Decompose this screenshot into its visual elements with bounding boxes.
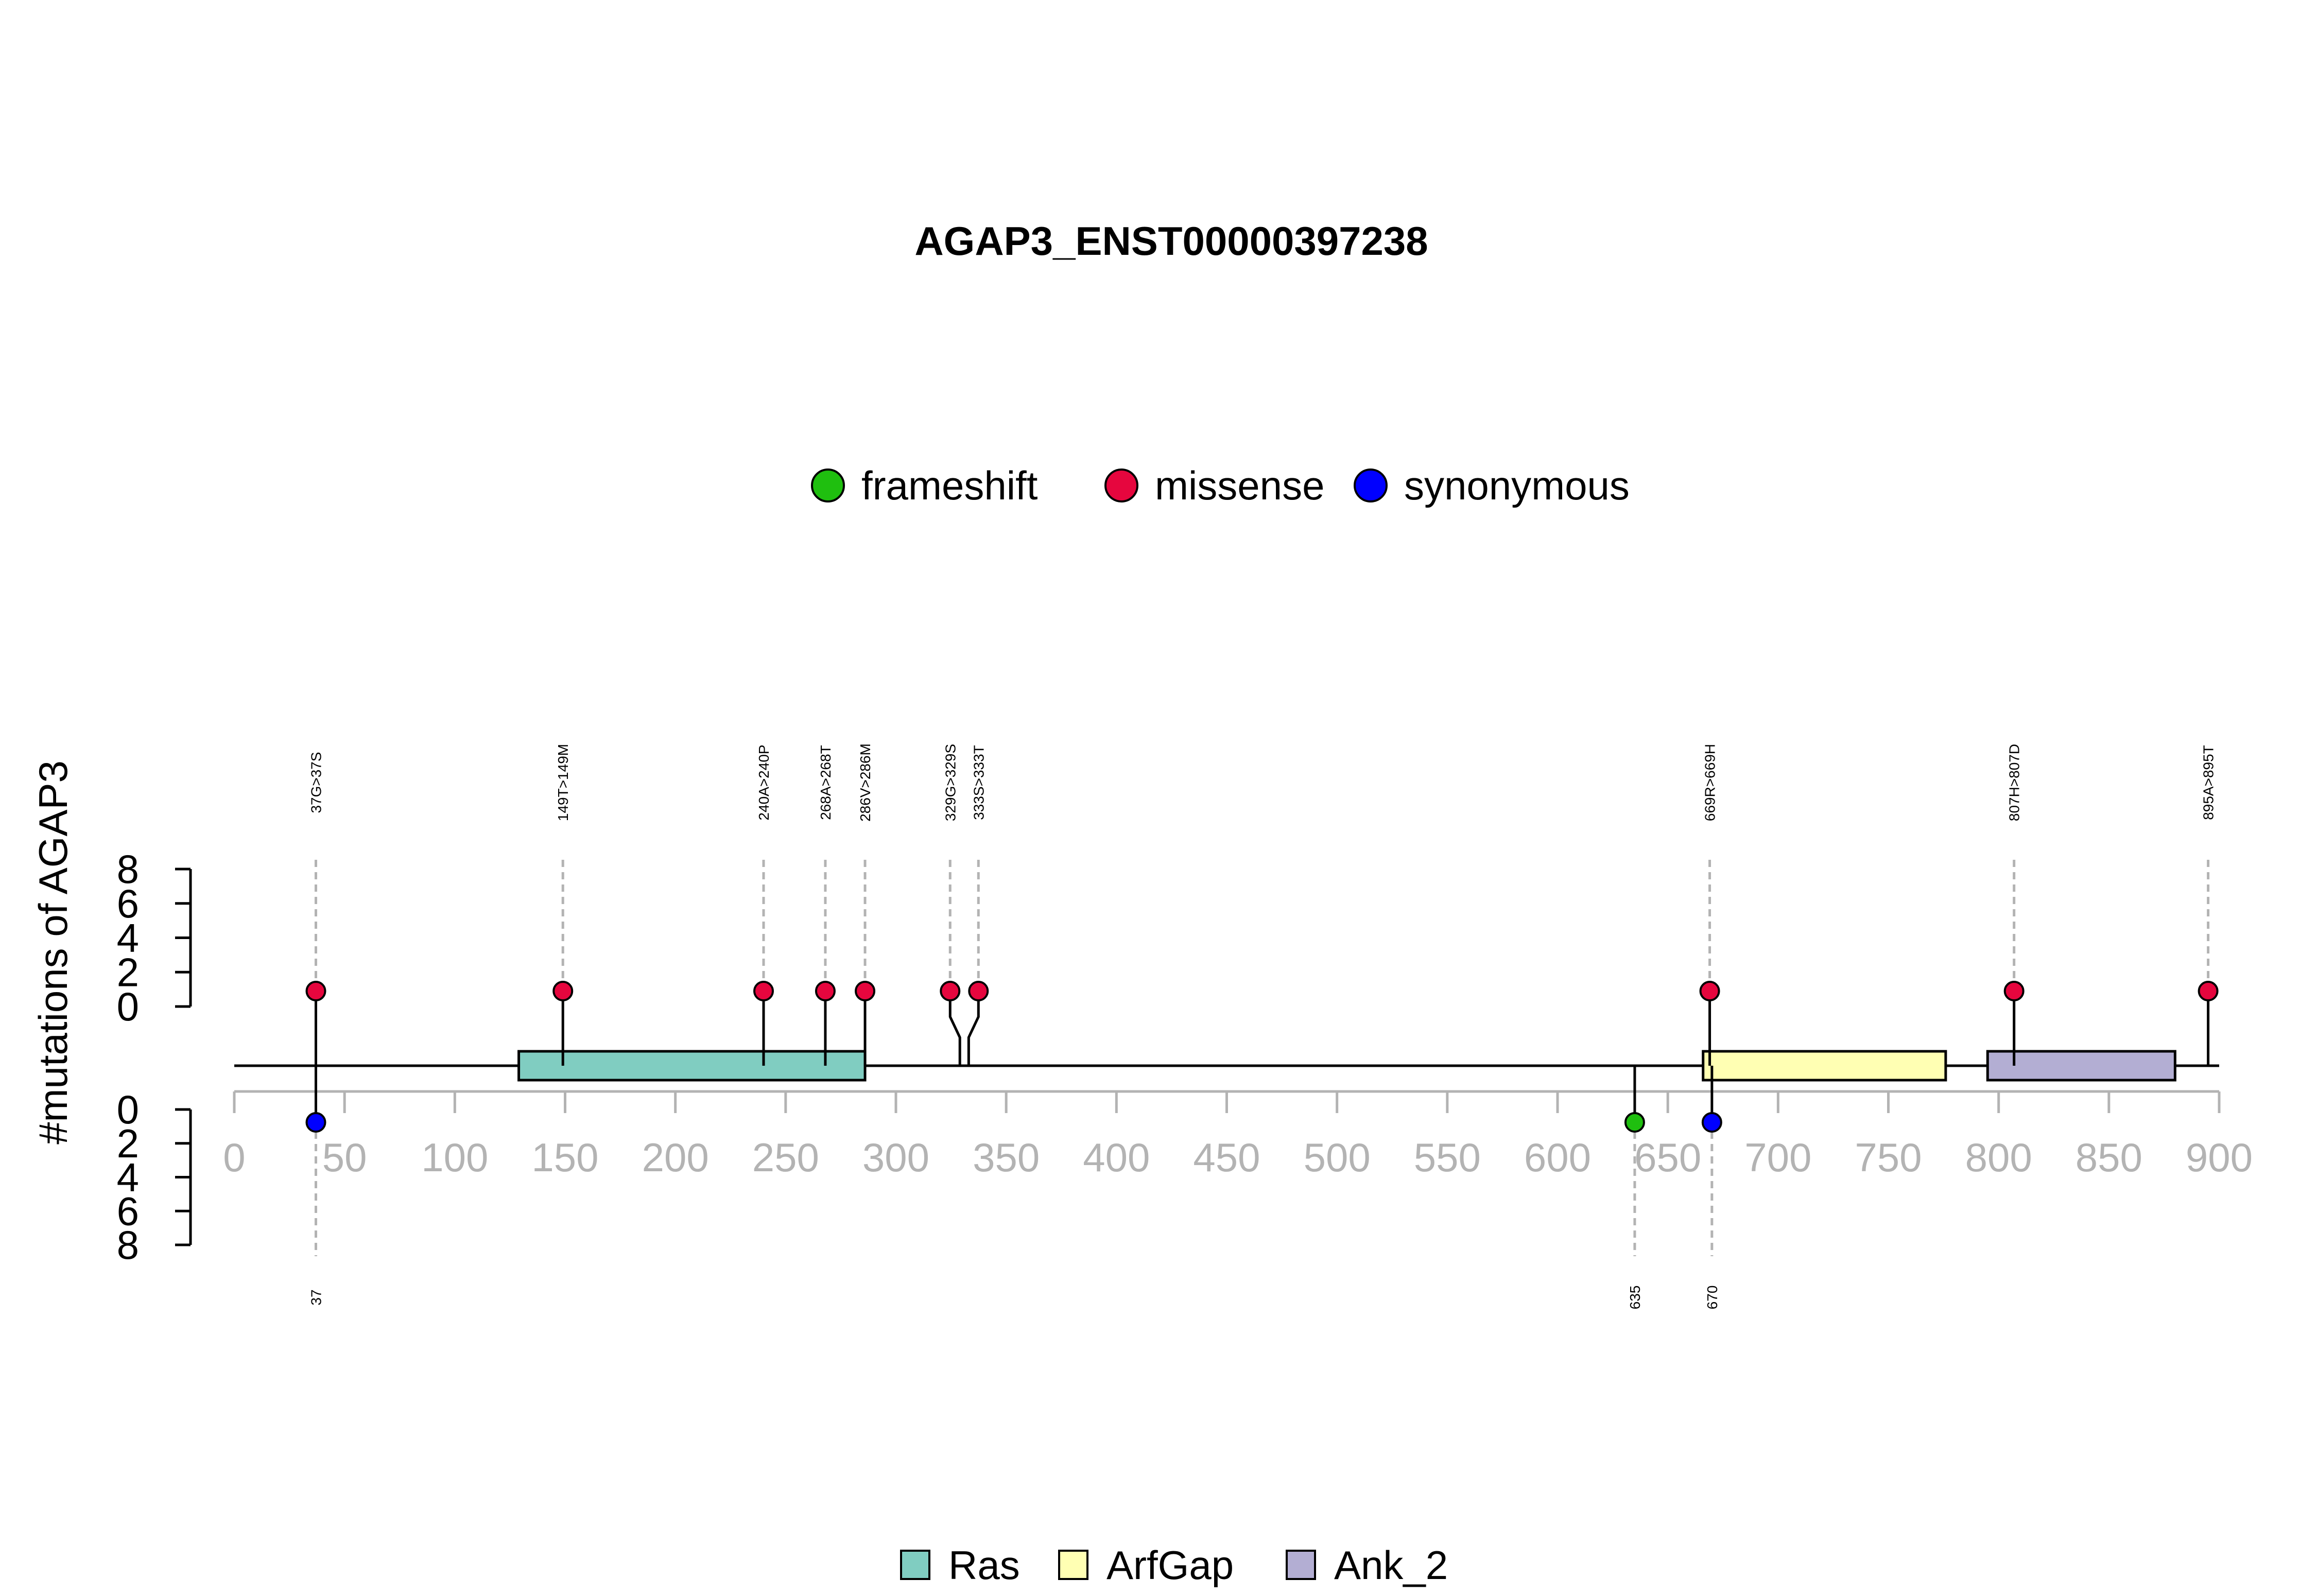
y-tick-label-top-2: 2 [117, 949, 139, 995]
mutation-label-268: 268A>268T [818, 745, 834, 820]
x-tick-label-50: 50 [322, 1135, 367, 1180]
guide-lines [314, 860, 2210, 1256]
legend-swatch-frameshift [811, 469, 845, 502]
domain-ArfGap [1702, 1050, 1947, 1082]
x-tick-label-200: 200 [642, 1135, 709, 1180]
mutation-point-149 [552, 981, 574, 1001]
mutation-point-333 [968, 981, 989, 1001]
mutation-label-240: 240A>240P [756, 744, 772, 820]
y-tick-label-top-4: 4 [117, 915, 139, 961]
mutation-legend: frameshift missense synonymous [811, 463, 1630, 508]
mutation-point-895 [2198, 981, 2219, 1001]
legend-label-frameshift: frameshift [861, 463, 1038, 508]
x-tick-label-150: 150 [531, 1135, 598, 1180]
mutation-label-333: 333S>333T [971, 745, 987, 820]
y-tick-label-bottom-2: 2 [117, 1121, 139, 1166]
mutation-label-bottom-37: 37 [308, 1289, 324, 1305]
x-tick-label-100: 100 [421, 1135, 488, 1180]
lollipop-heads [305, 981, 2219, 1133]
mutation-point-329 [940, 981, 961, 1001]
x-axis: 0 50 100 150 200 250 300 350 400 450 500 550 600 650 7… [223, 1090, 2253, 1180]
x-tick-label-250: 250 [752, 1135, 819, 1180]
mutation-label-895: 895A>895T [2201, 745, 2217, 820]
x-tick-label-900: 900 [2186, 1135, 2253, 1180]
mutation-point-669 [1699, 981, 1720, 1001]
y-axis-title: #mutations of AGAP3 [30, 760, 76, 1144]
legend-label-missense: missense [1155, 463, 1324, 508]
y-tick-label-bottom-0: 0 [117, 1087, 139, 1132]
x-tick-label-450: 450 [1193, 1135, 1260, 1180]
x-tick-label-400: 400 [1083, 1135, 1150, 1180]
x-tick-label-550: 550 [1414, 1135, 1481, 1180]
x-tick-label-800: 800 [1965, 1135, 2032, 1180]
domain-legend-label-ArfGap: ArfGap [1106, 1542, 1234, 1588]
mutation-label-37: 37G>37S [308, 752, 324, 813]
stem-top-329 [948, 991, 961, 1066]
mutation-label-807: 807H>807D [2007, 744, 2022, 821]
domain-legend-swatch-Ras [900, 1550, 930, 1580]
domain-legend-label-Ank_2: Ank_2 [1334, 1542, 1448, 1588]
legend-label-synonymous: synonymous [1404, 463, 1630, 508]
y-tick-label-top-6: 6 [117, 881, 139, 926]
mutation-point-bottom-635 [1624, 1112, 1645, 1133]
domain-legend-label-Ras: Ras [948, 1542, 1020, 1588]
mutation-point-286 [855, 981, 876, 1001]
stem-top-333 [967, 991, 980, 1066]
mutation-label-149: 149T>149M [555, 744, 571, 821]
x-tick-label-700: 700 [1744, 1135, 1811, 1180]
y-tick-label-bottom-4: 4 [117, 1155, 139, 1200]
legend-swatch-synonymous [1354, 469, 1388, 502]
domain-Ank_2 [1986, 1050, 2176, 1082]
mutation-point-240 [753, 981, 774, 1001]
mutation-point-37 [305, 981, 326, 1001]
domain-Ras [517, 1050, 867, 1082]
domain-boxes [517, 1050, 2176, 1082]
x-tick-label-0: 0 [223, 1135, 245, 1180]
legend-swatch-missense [1104, 469, 1138, 502]
x-tick-label-850: 850 [2076, 1135, 2142, 1180]
y-tick-label-bottom-6: 6 [117, 1188, 139, 1234]
domain-legend-swatch-ArfGap [1058, 1550, 1088, 1580]
x-tick-label-650: 650 [1634, 1135, 1701, 1180]
domain-legend-swatch-Ank_2 [1286, 1550, 1316, 1580]
mutation-label-bottom-635: 635 [1627, 1286, 1643, 1310]
x-tick-label-500: 500 [1304, 1135, 1371, 1180]
y-tick-label-bottom-8: 8 [117, 1222, 139, 1268]
mutation-label-669: 669R>669H [1702, 744, 1718, 821]
x-tick-label-750: 750 [1855, 1135, 1922, 1180]
mutation-labels: 37G>37S 149T>149M 240A>240P 268A>268T 286V>2… [308, 743, 2216, 1309]
mutation-point-bottom-670 [1701, 1112, 1722, 1133]
x-tick-label-350: 350 [973, 1135, 1040, 1180]
x-tick-label-600: 600 [1524, 1135, 1591, 1180]
mutation-label-286: 286V>286M [857, 743, 873, 822]
mutation-point-268 [815, 981, 836, 1001]
x-tick-label-300: 300 [862, 1135, 929, 1180]
mutation-label-bottom-670: 670 [1704, 1286, 1720, 1310]
mutation-point-bottom-37 [305, 1112, 326, 1133]
domain-legend: Ras ArfGap Ank_2 [900, 1542, 1448, 1588]
mutation-point-807 [2003, 981, 2025, 1001]
y-tick-label-top-8: 8 [117, 846, 139, 892]
y-tick-label-top-0: 0 [117, 984, 139, 1029]
mutation-label-329: 329G>329S [942, 744, 958, 821]
chart-title: AGAP3_ENST00000397238 [914, 218, 1428, 264]
